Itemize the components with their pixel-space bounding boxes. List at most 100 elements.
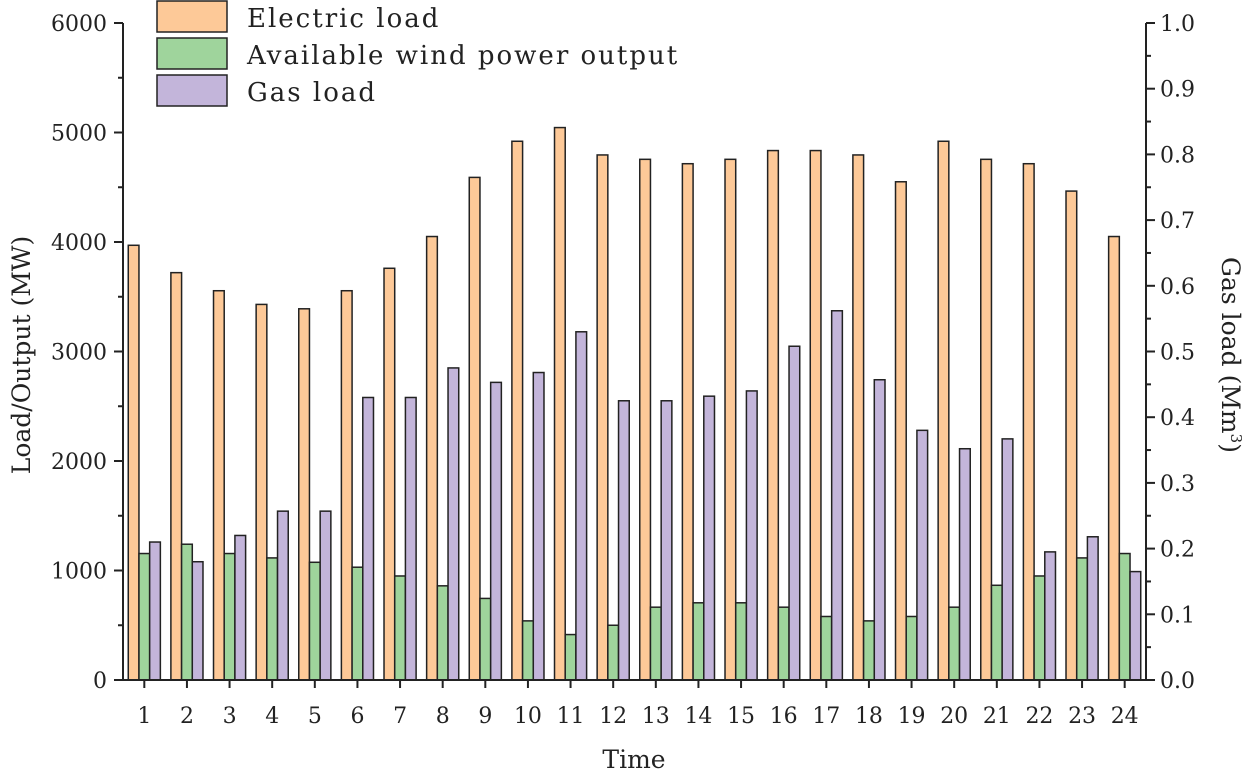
bar-available-wind-power-output-8 [436,585,449,681]
bar-available-wind-power-output-20 [948,606,961,681]
x-tick-label-9: 9 [478,704,492,729]
bar-electric-load-8 [425,235,439,681]
bar-gas-load-14 [703,395,716,681]
y2-tick-label-0.1: 0.1 [1160,603,1195,628]
bar-electric-load-22 [1022,162,1035,681]
x-tick-label-6: 6 [350,704,364,729]
bar-gas-load-1 [148,541,162,681]
bar-electric-load-17 [809,149,822,681]
bar-gas-load-9 [489,381,503,681]
bar-gas-load-20 [958,447,971,681]
x-tick-label-19: 19 [898,704,926,729]
bar-available-wind-power-output-17 [820,615,833,681]
x-tick-label-7: 7 [393,704,407,729]
bar-available-wind-power-output-16 [777,606,790,681]
x-tick-label-16: 16 [770,704,798,729]
bar-available-wind-power-output-15 [734,602,748,681]
x-axis-title: Time [602,745,665,769]
bar-available-wind-power-output-10 [521,620,535,681]
bar-available-wind-power-output-2 [180,543,194,681]
bar-gas-load-19 [916,429,929,681]
y2-axis-title-superscript: 3 [1227,434,1245,444]
y2-tick-label-0.7: 0.7 [1160,209,1195,234]
bar-available-wind-power-output-7 [393,575,407,681]
legend-swatch-available-wind-power-output [156,37,228,70]
x-tick-label-1: 1 [137,704,151,729]
bar-gas-load-2 [191,560,204,681]
legend-swatch-electric-load [156,0,228,33]
x-tick-label-24: 24 [1111,704,1139,729]
bar-available-wind-power-output-6 [351,566,364,681]
x-tick-label-4: 4 [265,704,279,729]
bar-electric-load-13 [639,158,652,681]
x-tick-label-11: 11 [557,704,585,729]
bar-gas-load-3 [234,534,247,681]
bar-electric-load-21 [980,158,993,681]
y2-tick-label-0.5: 0.5 [1160,341,1195,366]
y2-tick-label-0.6: 0.6 [1160,275,1195,300]
x-tick-label-5: 5 [308,704,322,729]
bar-electric-load-24 [1107,235,1121,681]
y-tick-label-3000: 3000 [51,341,107,366]
x-tick-label-3: 3 [223,704,237,729]
x-tick-label-10: 10 [514,704,542,729]
bar-electric-load-16 [766,149,780,681]
legend: Electric load Available wind power output… [156,0,679,108]
bar-electric-load-10 [511,140,524,681]
legend-label-available-wind-power-output: Available wind power output [246,41,679,71]
y-tick-label-0: 0 [93,669,107,694]
bar-available-wind-power-output-4 [266,557,279,681]
bar-electric-load-2 [170,271,183,681]
bar-electric-load-23 [1065,190,1078,681]
bar-electric-load-6 [340,289,353,681]
y2-tick-label-0.4: 0.4 [1160,406,1195,431]
bar-electric-load-7 [383,267,396,681]
bar-electric-load-11 [553,126,566,681]
bar-available-wind-power-output-5 [308,561,321,681]
bar-available-wind-power-output-18 [862,620,876,681]
x-tick-label-12: 12 [599,704,627,729]
x-tick-label-15: 15 [727,704,755,729]
bar-gas-load-11 [575,331,588,681]
bar-available-wind-power-output-1 [138,552,151,681]
bars-layer [127,126,1142,681]
bar-available-wind-power-output-21 [990,584,1003,681]
bar-gas-load-13 [660,400,673,681]
y-tick-label-1000: 1000 [51,560,107,585]
bar-available-wind-power-output-11 [564,633,577,681]
bar-electric-load-9 [468,176,481,681]
bar-gas-load-12 [617,400,630,681]
y2-tick-label-0.8: 0.8 [1160,143,1195,168]
x-tick-label-2: 2 [180,704,194,729]
bar-electric-load-19 [894,181,907,681]
bar-gas-load-22 [1044,551,1057,681]
y2-tick-label-0.0: 0.0 [1160,669,1195,694]
y2-axis-title-close: ) [1216,443,1245,453]
bar-gas-load-8 [447,367,460,681]
legend-swatch-gas-load [156,74,228,107]
y2-tick-label-0.2: 0.2 [1160,538,1195,563]
bar-available-wind-power-output-24 [1118,552,1131,681]
y-tick-label-6000: 6000 [51,12,107,37]
bar-gas-load-5 [319,510,332,681]
bar-electric-load-4 [255,303,268,681]
x-tick-label-18: 18 [855,704,883,729]
x-tick-label-22: 22 [1025,704,1053,729]
bar-electric-load-5 [298,308,311,681]
bar-gas-load-6 [362,396,375,681]
y2-tick-label-1.0: 1.0 [1160,12,1195,37]
x-tick-label-8: 8 [436,704,450,729]
x-tick-label-20: 20 [940,704,968,729]
ticks-layer: 0 1000 2000 3000 4000 5000 6000 0.0 0.1 0.2 0.3 0.4… [51,12,1195,729]
bar-electric-load-18 [852,154,865,681]
bar-electric-load-3 [212,289,225,681]
x-tick-label-23: 23 [1068,704,1096,729]
x-tick-label-13: 13 [642,704,670,729]
bar-available-wind-power-output-23 [1075,557,1089,681]
y-axis-title: Load/Output (MW) [7,236,36,475]
legend-label-gas-load: Gas load [247,78,377,108]
bar-electric-load-14 [681,162,694,681]
x-tick-label-14: 14 [684,704,712,729]
bar-available-wind-power-output-13 [649,606,662,681]
